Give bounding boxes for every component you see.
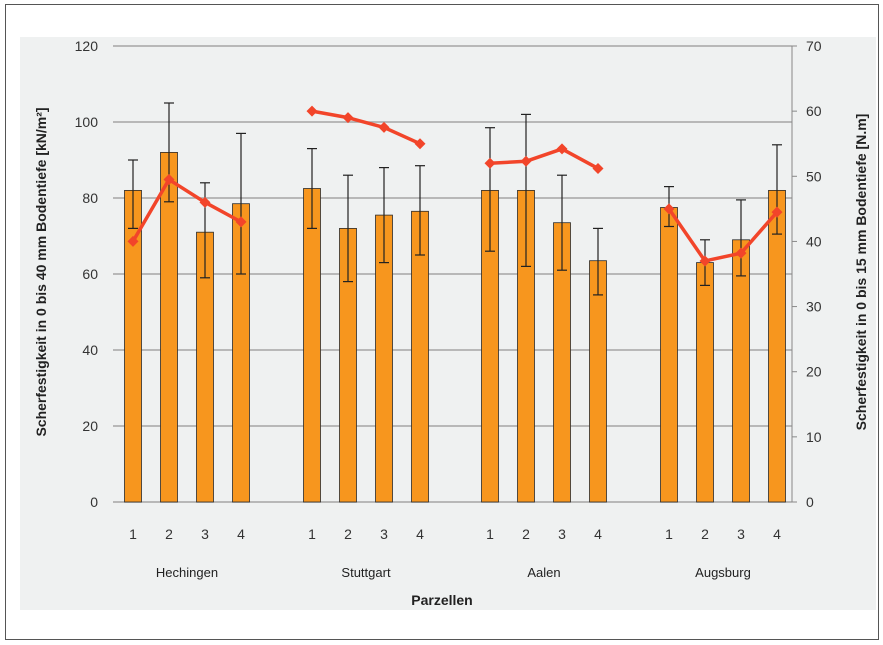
x-tick-label: 2	[701, 526, 709, 542]
line-point	[592, 162, 604, 174]
line-point	[163, 174, 175, 186]
line-point	[663, 203, 675, 215]
line-point	[127, 235, 139, 247]
x-tick-label: 3	[737, 526, 745, 542]
x-tick-label: 3	[558, 526, 566, 542]
y2-tick-label: 10	[806, 429, 822, 445]
line-segment	[667, 207, 779, 263]
line-point	[306, 105, 318, 117]
bar	[732, 239, 750, 503]
y-tick-label: 100	[75, 114, 99, 130]
y2-tick-label: 60	[806, 103, 822, 119]
y2-tick-label: 30	[806, 299, 822, 315]
y-tick-label: 20	[82, 418, 98, 434]
x-tick-label: 4	[594, 526, 602, 542]
y2-axis-title: Scherfestigkeit in 0 bis 15 mm Bodentief…	[853, 114, 869, 431]
y-tick-label: 120	[75, 38, 99, 54]
category-labels: 1 2 3 4 Hechingen 1 2 3 4 Stuttgart 1 2 3 4 Aalen 1 2 3 4 A…	[129, 526, 781, 580]
line-segment	[131, 177, 242, 243]
y2-tick-label: 20	[806, 364, 822, 380]
line-point	[735, 247, 747, 259]
line-point	[235, 216, 247, 228]
x-tick-label: 3	[380, 526, 388, 542]
x-tick-label: 4	[773, 526, 781, 542]
line-point	[699, 255, 711, 267]
bar	[768, 189, 786, 503]
y2-tick-label: 70	[806, 38, 822, 54]
group-label: Aalen	[527, 565, 560, 580]
x-tick-label: 2	[344, 526, 352, 542]
bar	[303, 188, 321, 503]
axis-ticks: 0 20 40 60 80 100 120 0 10 20 30 40 50 60 70	[75, 38, 822, 510]
x-tick-label: 2	[522, 526, 530, 542]
y2-tick-label: 40	[806, 233, 822, 249]
gridlines	[113, 45, 797, 503]
x-tick-label: 4	[416, 526, 424, 542]
line-point	[484, 157, 496, 169]
y-tick-label: 80	[82, 190, 98, 206]
y2-tick-label: 0	[806, 494, 814, 510]
x-tick-label: 1	[486, 526, 494, 542]
line-segment	[311, 109, 421, 146]
x-tick-label: 1	[308, 526, 316, 542]
y2-tick-label: 50	[806, 168, 822, 184]
y-axis-title: Scherfestigkeit in 0 bis 40 mm Bodentief…	[33, 107, 49, 436]
y-tick-label: 40	[82, 342, 98, 358]
group-label: Augsburg	[695, 565, 751, 580]
bar	[589, 260, 607, 503]
line-point	[771, 206, 783, 218]
line-segment	[489, 147, 599, 171]
line-series	[127, 105, 783, 267]
bars	[124, 151, 786, 503]
x-tick-label: 2	[165, 526, 173, 542]
x-tick-label: 4	[237, 526, 245, 542]
y-tick-label: 60	[82, 266, 98, 282]
x-axis-title: Parzellen	[411, 592, 472, 608]
x-tick-label: 1	[129, 526, 137, 542]
line-point	[342, 112, 354, 124]
line-point	[520, 155, 532, 167]
group-label: Hechingen	[156, 565, 218, 580]
figure-frame	[5, 4, 879, 640]
line-point	[414, 138, 426, 150]
x-tick-label: 3	[201, 526, 209, 542]
y-tick-label: 0	[90, 494, 98, 510]
bar	[696, 262, 714, 503]
group-label: Stuttgart	[341, 565, 391, 580]
line-point	[378, 121, 390, 133]
bar	[660, 207, 678, 503]
line-point	[556, 143, 568, 155]
x-tick-label: 1	[665, 526, 673, 542]
bar	[160, 151, 178, 503]
error-bars	[128, 102, 782, 296]
line-point	[199, 196, 211, 208]
